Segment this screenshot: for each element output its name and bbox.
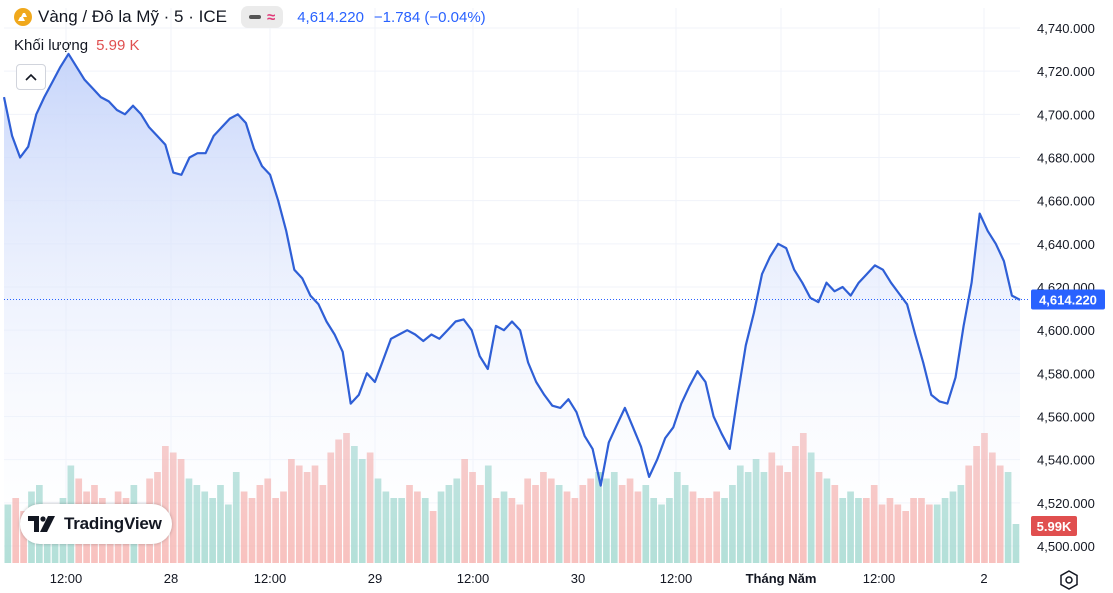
y-tick-label: 4,580.000 xyxy=(1037,366,1095,381)
x-tick-label: 12:00 xyxy=(863,571,896,586)
y-tick-label: 4,700.000 xyxy=(1037,107,1095,122)
y-tick-label: 4,680.000 xyxy=(1037,151,1095,166)
x-tick-label: Tháng Năm xyxy=(746,571,817,586)
y-tick-label: 4,740.000 xyxy=(1037,21,1095,36)
x-tick-label: 12:00 xyxy=(254,571,287,586)
volume-value: 5.99 K xyxy=(96,37,140,54)
logo-text: TradingView xyxy=(64,514,162,533)
last-price: 4,614.220 xyxy=(297,8,364,26)
hide-series-icon[interactable] xyxy=(248,15,261,19)
y-tick-label: 4,720.000 xyxy=(1037,64,1095,79)
price-change: −1.784 (−0.04%) xyxy=(373,8,486,26)
y-tick-label: 4,640.000 xyxy=(1037,237,1095,252)
price-line xyxy=(2,52,1021,487)
y-tick-label: 4,500.000 xyxy=(1037,539,1095,554)
x-axis: 12:00 28 12:00 29 12:00 30 12:00 Tháng Năm 12:00… xyxy=(50,571,988,586)
series-toggle[interactable]: ≈ xyxy=(240,6,284,28)
last-volume-badge-label: 5.99K xyxy=(1037,519,1072,534)
x-tick-label: 30 xyxy=(571,571,585,586)
tradingview-logo-icon xyxy=(28,516,55,532)
settings-gear-icon[interactable] xyxy=(1058,569,1080,591)
symbol-title[interactable]: Vàng / Đô la Mỹ · 5 · ICE xyxy=(38,7,227,26)
y-tick-label: 4,540.000 xyxy=(1037,453,1095,468)
gold-coin-icon xyxy=(14,8,32,26)
x-tick-label: 28 xyxy=(164,571,178,586)
y-tick-label: 4,660.000 xyxy=(1037,194,1095,209)
last-price-badge xyxy=(1031,289,1105,310)
x-tick-label: 12:00 xyxy=(660,571,693,586)
last-price-badge-label: 4,614.220 xyxy=(1039,292,1097,307)
x-tick-label: 29 xyxy=(368,571,382,586)
x-tick-label: 12:00 xyxy=(457,571,490,586)
y-axis: 4,740.000 4,720.000 4,700.000 4,680.000 4,66… xyxy=(1037,21,1095,554)
x-tick-label: 2 xyxy=(980,571,987,586)
axis-badges: 4,614.220 5.99K xyxy=(1031,289,1105,536)
y-tick-label: 4,520.000 xyxy=(1037,496,1095,511)
y-tick-label: 4,600.000 xyxy=(1037,323,1095,338)
price-area-fill xyxy=(4,53,1020,564)
price-area xyxy=(4,53,1020,564)
volume-label[interactable]: Khối lượng xyxy=(14,37,89,54)
chart-legend: Vàng / Đô la Mỹ · 5 · ICE ≈ 4,614.220 −1… xyxy=(14,6,486,28)
volume-legend: Khối lượng 5.99 K xyxy=(14,37,139,54)
collapse-legend-button[interactable] xyxy=(16,64,46,90)
chevron-up-icon xyxy=(25,73,37,81)
last-volume-badge xyxy=(1031,516,1077,536)
tradingview-logo[interactable]: TradingView xyxy=(20,504,172,544)
approx-icon[interactable]: ≈ xyxy=(266,8,276,26)
y-tick-label: 4,560.000 xyxy=(1037,410,1095,425)
x-tick-label: 12:00 xyxy=(50,571,83,586)
price-line-group xyxy=(2,52,1030,487)
